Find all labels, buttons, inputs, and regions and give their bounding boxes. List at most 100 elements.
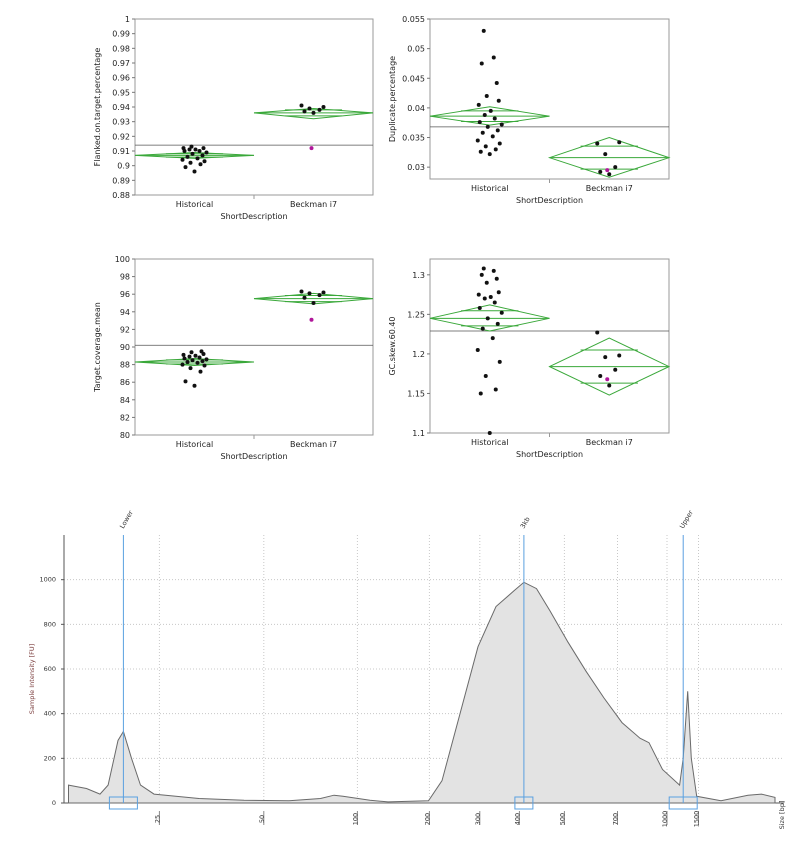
group-beckman-i7	[548, 330, 671, 396]
y-tick-label: 94	[120, 308, 130, 317]
data-point	[187, 147, 192, 152]
x-axis-label: ShortDescription	[220, 212, 287, 221]
data-point	[483, 144, 488, 149]
data-point	[495, 128, 500, 133]
outlier-point	[605, 168, 610, 173]
data-point	[480, 130, 485, 135]
y-tick-label: 1.3	[412, 271, 425, 280]
y-tick-label: 0.9	[117, 162, 130, 171]
y-tick-label: 400	[44, 710, 56, 718]
data-point	[187, 354, 192, 359]
data-point	[317, 293, 322, 298]
y-tick-label: 0.88	[112, 191, 130, 200]
data-point	[607, 172, 612, 177]
y-tick-label: 1.25	[407, 310, 425, 319]
marker-label: 3kb	[519, 516, 532, 530]
data-point	[321, 105, 326, 109]
data-point	[311, 110, 316, 115]
data-point	[479, 61, 484, 66]
data-point	[299, 289, 304, 294]
y-tick-label: 0.97	[112, 59, 130, 68]
x-tick-label: Historical	[176, 200, 213, 209]
data-point	[475, 347, 480, 352]
data-point	[499, 122, 504, 127]
data-point	[479, 272, 484, 277]
data-point	[321, 290, 326, 295]
data-point	[487, 431, 492, 435]
y-tick-label: 100	[115, 255, 130, 264]
data-point	[481, 266, 486, 271]
oneway-plot-3: 80 82 84 86 88 90 92 94 96 98 100 Historical Beckman…	[93, 255, 374, 461]
group-historical	[134, 144, 255, 174]
y-tick-label: 90	[120, 343, 130, 352]
data-point	[487, 152, 492, 157]
plot-frame	[429, 18, 670, 180]
y-tick-label: 0	[52, 799, 56, 807]
data-point	[492, 300, 497, 305]
x-tick-label: Historical	[471, 184, 508, 193]
y-axis-label: Target.coverage.mean	[93, 302, 102, 393]
y-axis-label: Flanked.on.target.percentage	[93, 48, 102, 167]
y-tick-label: 88	[120, 361, 130, 370]
data-point	[595, 141, 600, 146]
x-tick-label: Beckman i7	[586, 438, 633, 447]
x-tick-label: 400	[513, 813, 521, 825]
data-point	[488, 108, 493, 113]
y-tick-label: 0.05	[407, 45, 425, 54]
data-point	[193, 353, 198, 358]
data-point	[493, 387, 498, 392]
y-axis-label: Duplicate.percentage	[388, 56, 397, 142]
data-point	[204, 150, 209, 155]
data-point	[189, 350, 194, 355]
data-point	[188, 366, 193, 371]
x-tick-label: 1500	[693, 811, 701, 828]
data-point	[197, 149, 202, 153]
y-tick-label: 0.93	[112, 118, 130, 127]
oneway-plot-4: 1.1 1.15 1.2 1.25 1.3 Historical Beckman i7Sho…	[388, 258, 671, 459]
group-beckman-i7	[547, 136, 671, 178]
data-point	[598, 169, 603, 174]
y-tick-label: 0.055	[402, 15, 425, 24]
plot-frame	[134, 258, 374, 436]
y-tick-label: 0.89	[112, 176, 130, 185]
x-tick-label: 1000	[661, 811, 669, 828]
y-tick-label: 1	[125, 15, 130, 24]
y-axis-label: GC.skew.60.40	[388, 316, 397, 375]
data-point	[192, 383, 197, 388]
data-point	[490, 336, 495, 341]
x-tick-label: 300	[474, 813, 482, 825]
data-point	[607, 383, 612, 388]
data-point	[180, 362, 185, 367]
data-point	[490, 134, 495, 139]
y-tick-label: 0.95	[112, 88, 130, 97]
data-point	[200, 153, 205, 158]
x-axis-label: ShortDescription	[220, 452, 287, 461]
data-point	[494, 276, 499, 281]
data-point	[488, 294, 493, 299]
y-tick-label: 0.98	[112, 44, 130, 53]
y-tick-label: 1.15	[407, 389, 425, 398]
y-tick-label: 0.92	[112, 132, 130, 141]
data-point	[491, 55, 496, 60]
data-point	[317, 107, 322, 112]
data-point	[485, 124, 490, 129]
data-point	[484, 280, 489, 285]
y-tick-label: 0.03	[407, 163, 425, 172]
data-point	[199, 349, 204, 354]
data-point	[477, 120, 482, 125]
data-point	[180, 157, 185, 162]
group-historical	[429, 28, 550, 157]
data-point	[302, 109, 307, 114]
data-point	[302, 295, 307, 300]
data-point	[200, 359, 205, 364]
data-point	[202, 363, 207, 368]
data-point	[482, 296, 487, 301]
data-point	[204, 357, 209, 362]
y-tick-label: 0.96	[112, 74, 130, 83]
x-axis-label: ShortDescription	[516, 450, 583, 459]
x-tick-label: 100	[351, 813, 359, 825]
x-tick-label: 25	[153, 815, 161, 823]
data-point	[484, 94, 489, 99]
y-tick-label: 1.2	[412, 350, 425, 359]
